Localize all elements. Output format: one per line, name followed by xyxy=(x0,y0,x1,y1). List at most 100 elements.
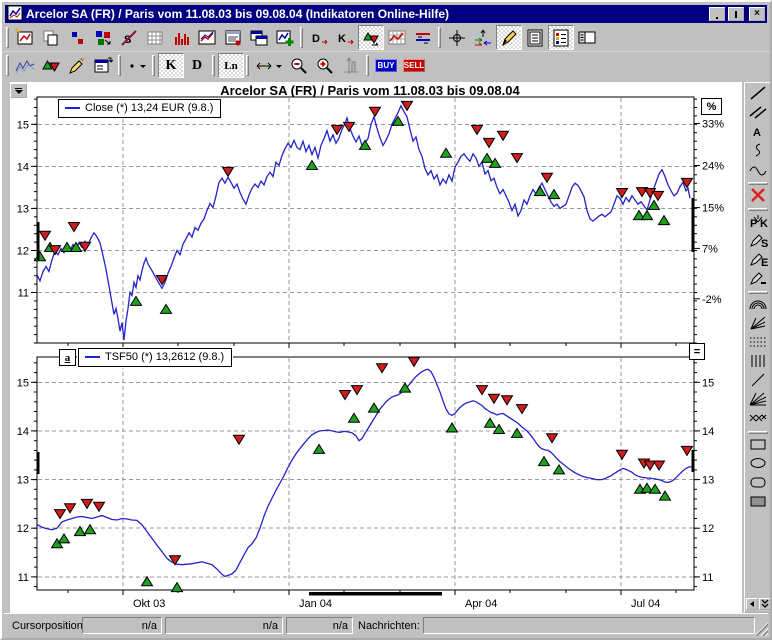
toolbar-grip[interactable] xyxy=(118,55,121,76)
highlighter-icon xyxy=(67,56,87,76)
arcs-icon xyxy=(748,296,768,315)
wave-tool-button[interactable] xyxy=(746,161,770,180)
gann-fan-tool-button[interactable] xyxy=(746,391,770,410)
svg-text:S: S xyxy=(761,238,768,248)
chart-toolbar: K D Ln BUY SELL xyxy=(2,52,770,79)
scatter-style-button[interactable] xyxy=(64,25,90,50)
fib-arcs-tool-button[interactable] xyxy=(746,296,770,315)
percent-scale-button[interactable]: % xyxy=(701,98,722,115)
text-tool-button[interactable]: A xyxy=(746,123,770,142)
draw-pencil-button[interactable] xyxy=(496,25,522,50)
hide-signals-button[interactable]: S xyxy=(116,25,142,50)
histogram-button[interactable] xyxy=(168,25,194,50)
draw-support-button[interactable]: S xyxy=(746,232,770,251)
duplicate-chart-button[interactable] xyxy=(38,25,64,50)
close-button[interactable]: × xyxy=(749,7,765,21)
window-list-button[interactable] xyxy=(574,25,600,50)
zoom-out-button[interactable] xyxy=(286,53,312,78)
draw-extension-button[interactable]: E xyxy=(746,251,770,270)
trendline-tool-button[interactable] xyxy=(746,85,770,104)
gann-fan-icon xyxy=(748,391,768,410)
legend-close[interactable]: Close (*) 13,24 EUR (9.8.) xyxy=(56,98,223,119)
svg-text:-2%: -2% xyxy=(702,294,722,306)
indicator-lines-button[interactable] xyxy=(410,25,436,50)
chart-heading: Arcelor SA (FR) / Paris vom 11.08.03 bis… xyxy=(220,83,520,98)
kurs-chart-button[interactable]: K xyxy=(158,53,184,78)
new-chart-button[interactable] xyxy=(12,25,38,50)
maximize-button[interactable] xyxy=(728,7,744,21)
resize-grip[interactable] xyxy=(754,622,768,636)
chart-panel: 11 12 13 14 15 33% 24% 15% 7% -2% 11 12 13 14 15 15 14 13… xyxy=(10,82,742,614)
buy-button[interactable]: BUY xyxy=(372,53,400,78)
legend-tsf50[interactable]: TSF50 (*) 13,2612 (9.8.) xyxy=(76,347,234,368)
time-zones-tool-button[interactable] xyxy=(746,353,770,372)
ellipse-tool-button[interactable] xyxy=(746,455,770,474)
export-kurs-button[interactable]: K xyxy=(332,25,358,50)
grid-chart-button[interactable] xyxy=(384,25,410,50)
panel-scroll-left-button[interactable] xyxy=(745,598,758,610)
legend-list-button[interactable] xyxy=(548,25,574,50)
toolbar-grip[interactable] xyxy=(438,27,441,48)
toolbar-grip[interactable] xyxy=(152,55,155,76)
log-scale-button[interactable]: Ln xyxy=(218,53,244,78)
align-arrows-button[interactable] xyxy=(470,25,496,50)
line-chart-button[interactable] xyxy=(194,25,220,50)
toolbar-grip[interactable] xyxy=(366,55,369,76)
panel-separator xyxy=(748,182,768,185)
time-range-button[interactable] xyxy=(252,53,286,78)
svg-text:24%: 24% xyxy=(702,161,724,173)
text-note-button[interactable] xyxy=(522,25,548,50)
minimize-button[interactable] xyxy=(709,7,725,21)
highlighter-button[interactable] xyxy=(64,53,90,78)
toolbar-grip[interactable] xyxy=(246,55,249,76)
zigzag-tool-button[interactable] xyxy=(746,142,770,161)
parallel-lines-tool-button[interactable] xyxy=(746,104,770,123)
title-bar[interactable]: Arcelor SA (FR) / Paris vom 11.08.03 bis… xyxy=(5,5,767,23)
chart-canvas[interactable]: 11 12 13 14 15 33% 24% 15% 7% -2% 11 12 13 14 15 15 14 13… xyxy=(10,82,742,614)
cascade-windows-button[interactable] xyxy=(246,25,272,50)
pane-menu-button[interactable]: = xyxy=(689,343,705,360)
sell-button[interactable]: SELL xyxy=(400,53,428,78)
add-chart-button[interactable] xyxy=(272,25,298,50)
speed-line-tool-button[interactable] xyxy=(746,372,770,391)
messages-label: Nachrichten: xyxy=(358,620,420,632)
new-chart-icon xyxy=(15,28,35,48)
svg-text:D: D xyxy=(312,33,320,45)
rectangle-tool-button[interactable] xyxy=(746,436,770,455)
collapse-pane-button[interactable] xyxy=(10,83,27,98)
svg-text:14: 14 xyxy=(17,161,29,173)
zoom-in-button[interactable] xyxy=(312,53,338,78)
fib-fan-tool-button[interactable] xyxy=(746,315,770,334)
svg-text:15%: 15% xyxy=(702,203,724,215)
messages-field xyxy=(423,617,755,634)
news-window-button[interactable] xyxy=(220,25,246,50)
auto-scale-button[interactable]: a xyxy=(59,349,76,366)
toolbar-grip[interactable] xyxy=(6,55,9,76)
mountain-chart-button[interactable] xyxy=(12,53,38,78)
data-grid-button[interactable] xyxy=(142,25,168,50)
toolbar-grip[interactable] xyxy=(6,27,9,48)
retracement-tool-button[interactable] xyxy=(746,334,770,353)
panel-scroll-down-button[interactable] xyxy=(758,598,770,610)
rounded-rect-tool-button[interactable] xyxy=(746,474,770,493)
properties-button[interactable] xyxy=(90,53,116,78)
scale-slider-button[interactable] xyxy=(338,53,364,78)
show-signals-button[interactable] xyxy=(358,25,384,50)
color-blocks-button[interactable] xyxy=(90,25,116,50)
filled-rect-tool-button[interactable] xyxy=(746,493,770,512)
toolbar-grip[interactable] xyxy=(300,27,303,48)
crosshair-button[interactable] xyxy=(444,25,470,50)
delete-object-button[interactable] xyxy=(746,187,770,206)
export-daily-button[interactable]: D xyxy=(306,25,332,50)
hatch-area-tool-button[interactable] xyxy=(746,410,770,429)
signal-triangles-button[interactable] xyxy=(38,53,64,78)
app-chart-icon xyxy=(7,5,23,24)
line-width-button[interactable] xyxy=(124,53,150,78)
depot-chart-button[interactable]: D xyxy=(184,53,210,78)
toolbar-grip[interactable] xyxy=(212,55,215,76)
draw-level-button[interactable] xyxy=(746,270,770,289)
crosshatch-icon xyxy=(748,410,768,429)
